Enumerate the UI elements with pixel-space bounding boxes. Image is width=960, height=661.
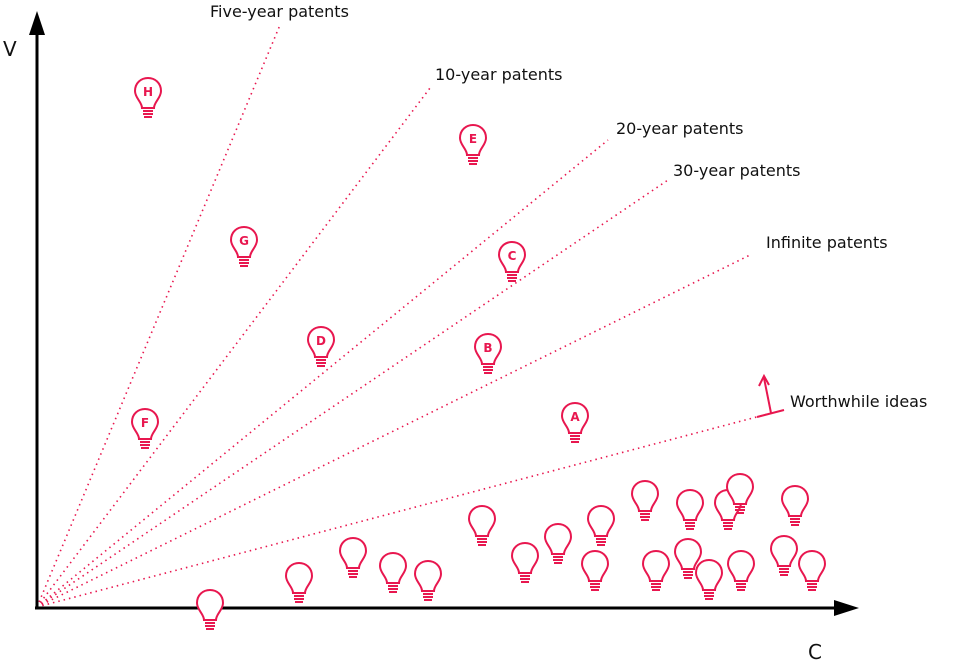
lightbulb-icon bbox=[642, 550, 670, 591]
lightbulb-icon bbox=[468, 505, 496, 546]
idea-bulb-a: A bbox=[561, 402, 589, 443]
lightbulb-icon bbox=[285, 562, 313, 603]
lightbulb-icon bbox=[379, 552, 407, 593]
x-axis-label: C bbox=[808, 640, 822, 661]
idea-bulb-g: G bbox=[230, 226, 258, 267]
lightbulb-icon bbox=[544, 523, 572, 564]
idea-letter: C bbox=[508, 249, 517, 263]
idea-bulb-b: B bbox=[474, 333, 502, 374]
y-axis-label: V bbox=[3, 37, 17, 61]
patent-lines bbox=[36, 24, 769, 608]
axes bbox=[29, 11, 859, 616]
infinite-line bbox=[36, 254, 751, 608]
worthwhile-label: Worthwhile ideas bbox=[790, 392, 927, 411]
idea-letter: B bbox=[483, 341, 492, 355]
x-axis-arrow-icon bbox=[834, 600, 859, 616]
idea-bulb-f: F bbox=[131, 408, 159, 449]
twenty-year-label: 20-year patents bbox=[616, 119, 743, 138]
y-axis-arrow-icon bbox=[29, 11, 45, 35]
lightbulb-icon bbox=[339, 537, 367, 578]
lightbulb-icon bbox=[511, 542, 539, 583]
idea-letter: E bbox=[469, 132, 477, 146]
lightbulb-icon bbox=[196, 589, 224, 630]
five-year-label: Five-year patents bbox=[210, 2, 349, 21]
idea-bulb-c: C bbox=[498, 241, 526, 282]
ten-year-label: 10-year patents bbox=[435, 65, 562, 84]
idea-letter: H bbox=[143, 85, 153, 99]
thirty-year-label: 30-year patents bbox=[673, 161, 800, 180]
lightbulb-icon bbox=[781, 485, 809, 526]
lightbulb-icon bbox=[676, 489, 704, 530]
ten-year-line bbox=[36, 87, 431, 608]
five-year-line bbox=[36, 24, 281, 608]
idea-letter: F bbox=[141, 416, 149, 430]
lightbulb-icon bbox=[770, 535, 798, 576]
idea-letter: D bbox=[316, 334, 326, 348]
lightbulb-icon bbox=[581, 550, 609, 591]
idea-letter: A bbox=[570, 410, 580, 424]
lightbulb-icon bbox=[727, 550, 755, 591]
lettered-ideas: H E G C D B F A bbox=[131, 77, 589, 449]
idea-bulb-e: E bbox=[459, 124, 487, 165]
lightbulb-icon bbox=[414, 560, 442, 601]
idea-bulb-d: D bbox=[307, 326, 335, 367]
lightbulb-icon bbox=[587, 505, 615, 546]
thirty-year-line bbox=[36, 179, 669, 608]
unlabeled-ideas bbox=[196, 473, 826, 630]
worthwhile-arrow-icon bbox=[756, 373, 785, 418]
idea-letter: G bbox=[239, 234, 249, 248]
lightbulb-icon bbox=[798, 550, 826, 591]
idea-bulb-h: H bbox=[134, 77, 162, 118]
lightbulb-icon bbox=[631, 480, 659, 521]
twenty-year-line bbox=[36, 139, 609, 608]
lightbulb-icon bbox=[695, 559, 723, 600]
infinite-label: Infinite patents bbox=[766, 233, 888, 252]
